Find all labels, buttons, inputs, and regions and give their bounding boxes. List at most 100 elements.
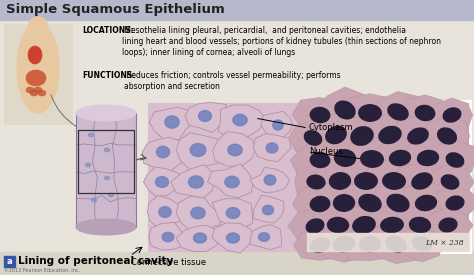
Text: Simple Squamous Epithelium: Simple Squamous Epithelium bbox=[6, 4, 225, 16]
Ellipse shape bbox=[355, 173, 377, 189]
Ellipse shape bbox=[263, 205, 273, 215]
Polygon shape bbox=[319, 134, 374, 179]
Polygon shape bbox=[362, 204, 425, 243]
Ellipse shape bbox=[410, 218, 430, 233]
Ellipse shape bbox=[76, 105, 136, 121]
Polygon shape bbox=[392, 164, 448, 200]
Bar bbox=[148, 103, 300, 251]
Polygon shape bbox=[357, 113, 419, 158]
Polygon shape bbox=[368, 224, 425, 263]
Polygon shape bbox=[332, 117, 394, 158]
Ellipse shape bbox=[28, 46, 42, 64]
Ellipse shape bbox=[28, 17, 48, 39]
Ellipse shape bbox=[85, 163, 91, 167]
Ellipse shape bbox=[310, 238, 329, 252]
Polygon shape bbox=[435, 187, 474, 219]
Text: FUNCTIONS:: FUNCTIONS: bbox=[82, 71, 136, 80]
Polygon shape bbox=[176, 225, 222, 252]
Ellipse shape bbox=[159, 207, 171, 218]
Polygon shape bbox=[313, 156, 370, 205]
Polygon shape bbox=[176, 133, 224, 169]
Ellipse shape bbox=[165, 116, 179, 128]
Ellipse shape bbox=[310, 152, 330, 167]
Text: Lining of peritoneal cavity: Lining of peritoneal cavity bbox=[18, 257, 173, 266]
Polygon shape bbox=[149, 222, 184, 250]
Ellipse shape bbox=[17, 23, 59, 113]
Ellipse shape bbox=[191, 207, 205, 219]
Polygon shape bbox=[371, 92, 427, 130]
Ellipse shape bbox=[415, 105, 435, 120]
Polygon shape bbox=[253, 195, 284, 223]
Text: ©2013 Pearson Education, Inc.: ©2013 Pearson Education, Inc. bbox=[4, 268, 80, 273]
Ellipse shape bbox=[307, 175, 325, 189]
Ellipse shape bbox=[334, 236, 355, 252]
Text: Connective tissue: Connective tissue bbox=[131, 258, 206, 267]
Bar bbox=[0, 252, 474, 275]
Ellipse shape bbox=[104, 148, 109, 152]
Ellipse shape bbox=[26, 70, 46, 86]
Ellipse shape bbox=[34, 87, 42, 93]
Polygon shape bbox=[341, 180, 392, 223]
Ellipse shape bbox=[446, 196, 464, 210]
Polygon shape bbox=[250, 224, 282, 250]
Ellipse shape bbox=[386, 236, 406, 252]
Ellipse shape bbox=[329, 173, 350, 189]
Ellipse shape bbox=[447, 153, 464, 167]
Ellipse shape bbox=[190, 144, 206, 156]
Ellipse shape bbox=[412, 237, 431, 251]
Text: LOCATIONS:: LOCATIONS: bbox=[82, 26, 134, 35]
Ellipse shape bbox=[162, 232, 174, 242]
Polygon shape bbox=[185, 102, 226, 132]
Polygon shape bbox=[434, 140, 474, 177]
Polygon shape bbox=[404, 137, 455, 175]
Ellipse shape bbox=[359, 105, 381, 121]
Ellipse shape bbox=[233, 114, 247, 126]
Ellipse shape bbox=[306, 219, 324, 233]
Polygon shape bbox=[360, 158, 424, 204]
Polygon shape bbox=[292, 182, 345, 225]
Ellipse shape bbox=[304, 131, 322, 145]
Polygon shape bbox=[337, 162, 396, 201]
Ellipse shape bbox=[225, 176, 239, 188]
Ellipse shape bbox=[412, 173, 432, 189]
Ellipse shape bbox=[379, 126, 401, 144]
Polygon shape bbox=[292, 98, 344, 134]
Ellipse shape bbox=[438, 128, 456, 144]
Polygon shape bbox=[290, 139, 350, 182]
Ellipse shape bbox=[390, 150, 410, 166]
Polygon shape bbox=[426, 165, 474, 199]
Polygon shape bbox=[293, 227, 343, 260]
Polygon shape bbox=[395, 228, 444, 262]
Ellipse shape bbox=[155, 177, 168, 187]
Ellipse shape bbox=[418, 150, 438, 166]
Ellipse shape bbox=[109, 193, 113, 197]
Ellipse shape bbox=[199, 111, 211, 121]
Polygon shape bbox=[171, 165, 214, 198]
Ellipse shape bbox=[30, 90, 38, 96]
Text: LM × 238: LM × 238 bbox=[425, 239, 464, 247]
Ellipse shape bbox=[361, 151, 383, 167]
Ellipse shape bbox=[335, 101, 355, 119]
Ellipse shape bbox=[388, 104, 408, 120]
Polygon shape bbox=[346, 136, 400, 182]
Bar bbox=[307, 233, 469, 251]
Polygon shape bbox=[147, 196, 187, 228]
Ellipse shape bbox=[310, 108, 330, 123]
Ellipse shape bbox=[408, 128, 428, 144]
Bar bbox=[4, 256, 15, 267]
Ellipse shape bbox=[326, 126, 346, 144]
Polygon shape bbox=[346, 223, 397, 261]
Ellipse shape bbox=[193, 233, 207, 243]
Text: Reduces friction; controls vessel permeability; performs
absorption and secretio: Reduces friction; controls vessel permea… bbox=[124, 71, 341, 91]
Bar bbox=[4, 24, 72, 124]
Ellipse shape bbox=[26, 87, 34, 93]
Polygon shape bbox=[391, 116, 447, 157]
Ellipse shape bbox=[189, 176, 203, 188]
Polygon shape bbox=[420, 116, 470, 153]
Polygon shape bbox=[316, 87, 372, 133]
Text: Mesothelia lining pleural, pericardial,  and peritoneal cavities; endothelia
lin: Mesothelia lining pleural, pericardial, … bbox=[122, 26, 441, 57]
Polygon shape bbox=[149, 107, 194, 139]
Polygon shape bbox=[212, 223, 255, 253]
Bar bbox=[76, 113, 136, 227]
Polygon shape bbox=[423, 208, 473, 242]
